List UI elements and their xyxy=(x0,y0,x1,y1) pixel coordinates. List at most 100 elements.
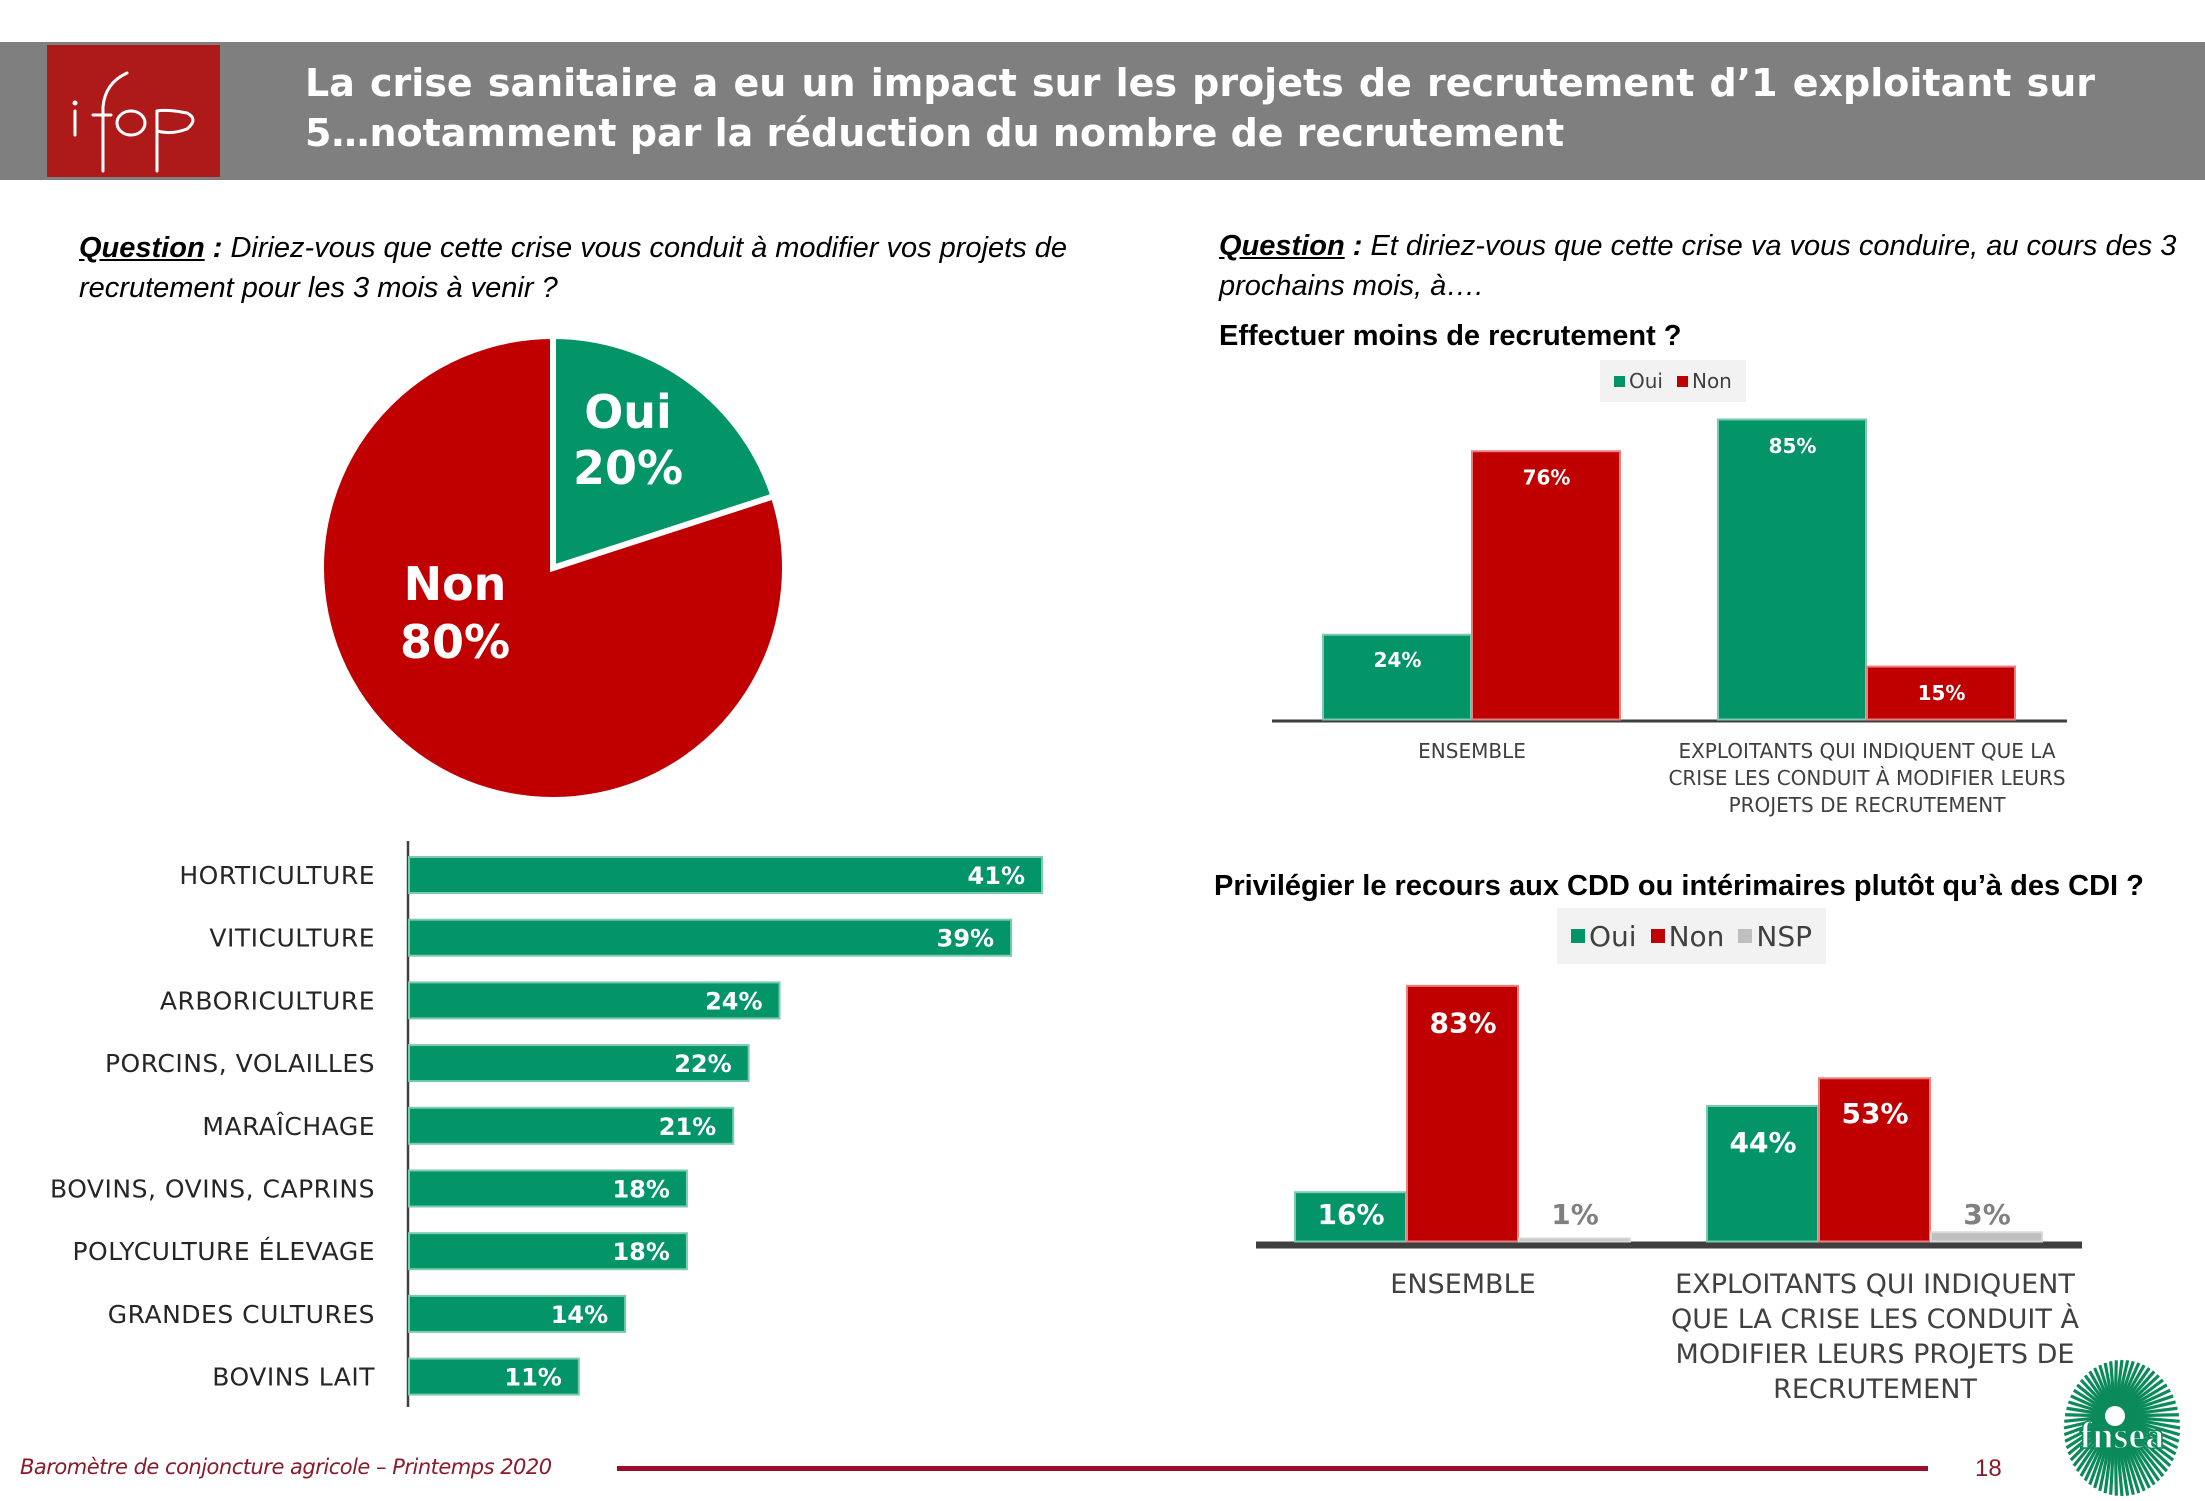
legend-swatch-nsp xyxy=(1738,929,1753,943)
hbar-value-label: 39% xyxy=(937,925,994,953)
hbar-category-label: VITICULTURE xyxy=(209,924,375,953)
vbar-value-label: 16% xyxy=(1317,1198,1384,1231)
legend-label: Non xyxy=(1691,369,1732,393)
question-label: Question xyxy=(1219,230,1345,262)
hbar-category-label: ARBORICULTURE xyxy=(160,986,375,1015)
footer-text: Baromètre de conjoncture agricole – Prin… xyxy=(20,1455,552,1479)
hbar-category-label: GRANDES CULTURES xyxy=(108,1300,375,1329)
page-title: La crise sanitaire a eu un impact sur le… xyxy=(305,61,2095,155)
sector-bar-chart: 41% HORTICULTURE 39% VITICULTURE 24% ARBORICU… xyxy=(50,841,1043,1407)
pie-slice-oui xyxy=(550,332,778,573)
vbar-bar-oui xyxy=(1294,1191,1407,1243)
vbar-category-label: PROJETS DE RECRUTEMENT xyxy=(1729,793,2007,817)
vbar-bar-nsp xyxy=(1518,1237,1631,1243)
legend-label: NSP xyxy=(1756,919,1813,953)
pie-label-non: Non xyxy=(404,557,507,611)
legend-swatch-non xyxy=(1650,929,1665,943)
hbar-bar xyxy=(408,918,1013,957)
hbar-bar xyxy=(408,1357,580,1396)
legend-item-nsp: NSP xyxy=(1738,920,1812,953)
hbar-value-label: 22% xyxy=(674,1050,731,1078)
legend-swatch-oui xyxy=(1614,375,1625,387)
vbar-value-label: 83% xyxy=(1429,1006,1496,1039)
vbar-value-label: 1% xyxy=(1551,1198,1599,1231)
legend-chart-cdd: Oui Non NSP xyxy=(1557,908,1827,964)
fnsea-logo: fnsea xyxy=(2060,1356,2184,1497)
hbar-category-label: POLYCULTURE ÉLEVAGE xyxy=(72,1237,375,1266)
vbar-value-label: 3% xyxy=(1963,1198,2011,1231)
vbar-bar-oui xyxy=(1717,418,1867,721)
hbar-value-label: 18% xyxy=(612,1238,669,1266)
question-colon: : xyxy=(1344,230,1363,262)
vbar-category-label: ENSEMBLE xyxy=(1390,1269,1535,1300)
legend-item-oui: Oui xyxy=(1571,920,1637,953)
ifop-logo xyxy=(47,45,220,177)
question-text: Diriez-vous que cette crise vous conduit… xyxy=(79,232,1068,304)
legend-item-oui: Oui xyxy=(1614,369,1663,393)
vbar-value-label: 44% xyxy=(1729,1126,1796,1159)
hbar-value-label: 21% xyxy=(659,1113,716,1141)
legend-label: Non xyxy=(1668,919,1725,953)
vbar-bar-non xyxy=(1471,450,1621,721)
vbar-category-label: EXPLOITANTS QUI INDIQUENT xyxy=(1675,1269,2075,1300)
header-band xyxy=(0,42,2205,180)
vbar-category-label: MODIFIER LEURS PROJETS DE xyxy=(1676,1339,2075,1370)
hbar-value-label: 41% xyxy=(968,862,1025,890)
hbar-category-label: MARAÎCHAGE xyxy=(202,1112,375,1141)
fnsea-logo-icon: fnsea xyxy=(2063,1359,2181,1497)
hbar-bar xyxy=(408,981,781,1020)
legend-swatch-non xyxy=(1676,375,1688,387)
legend-swatch-oui xyxy=(1571,929,1585,943)
page-number: 18 xyxy=(1975,1455,2002,1482)
question-right: Question : Et diriez-vous que cette cris… xyxy=(1219,226,2179,306)
vbar-value-label: 76% xyxy=(1523,466,1571,490)
hbar-value-label: 14% xyxy=(551,1301,608,1329)
vbar-bar-non xyxy=(1866,665,2016,721)
vbar-category-label: CRISE LES CONDUIT À MODIFIER LEURS xyxy=(1668,766,2065,790)
hbar-category-label: PORCINS, VOLAILLES xyxy=(105,1049,375,1078)
legend-item-non: Non xyxy=(1676,369,1732,393)
pie-value-oui: 20% xyxy=(573,441,683,495)
pie-slice-non xyxy=(318,332,788,803)
hbar-bar xyxy=(408,1044,750,1083)
vbar-value-label: 53% xyxy=(1841,1097,1908,1130)
hbar-bar xyxy=(408,856,1043,894)
vbar-category-label: ENSEMBLE xyxy=(1418,739,1526,763)
legend-label: Oui xyxy=(1629,369,1663,393)
question-left: Question : Diriez-vous que cette crise v… xyxy=(79,228,1119,308)
fewer-hires-bar-chart: 24% 76% ENSEMBLE 85% 15% EXPLOITANTS QUI INDI… xyxy=(1272,418,2067,817)
hbar-bar xyxy=(408,1294,627,1333)
hbar-category-label: BOVINS LAIT xyxy=(212,1363,375,1392)
subquestion-cdd-preference: Privilégier le recours aux CDD ou intéri… xyxy=(1214,870,2144,902)
hbar-category-label: HORTICULTURE xyxy=(179,861,375,890)
vbar-value-label: 15% xyxy=(1918,681,1966,705)
pie-value-non: 80% xyxy=(400,615,510,669)
subquestion-fewer-hires: Effectuer moins de recrutement ? xyxy=(1219,320,1682,352)
fnsea-sun-center xyxy=(2105,1406,2125,1426)
vbar-category-label: RECRUTEMENT xyxy=(1773,1374,1977,1405)
hbar-value-label: 18% xyxy=(612,1176,669,1204)
footer-divider xyxy=(617,1466,1928,1471)
legend-label: Oui xyxy=(1589,919,1637,953)
legend-item-non: Non xyxy=(1650,919,1725,953)
ifop-logo-icon xyxy=(72,71,195,173)
hbar-category-label: BOVINS, OVINS, CAPRINS xyxy=(50,1175,375,1204)
hbar-bar xyxy=(408,1232,688,1271)
vbar-category-label: EXPLOITANTS QUI INDIQUENT QUE LA xyxy=(1678,739,2055,763)
question-colon: : xyxy=(204,232,223,264)
vbar-bar-non xyxy=(1818,1077,1931,1243)
fnsea-wordmark: fnsea xyxy=(2080,1415,2164,1457)
question-label: Question xyxy=(79,232,205,264)
hbar-bar xyxy=(408,1169,688,1208)
hbar-value-label: 24% xyxy=(705,987,762,1015)
legend-chart-fewer-hires: Oui Non xyxy=(1600,360,1746,402)
vbar-bar-nsp xyxy=(1930,1231,2043,1243)
vbar-category-label: QUE LA CRISE LES CONDUIT À xyxy=(1671,1303,2079,1335)
hbar-bar xyxy=(408,1106,735,1145)
question-text: Et diriez-vous que cette crise va vous c… xyxy=(1219,230,2177,302)
vbar-value-label: 85% xyxy=(1769,434,1817,458)
hbar-value-label: 11% xyxy=(504,1364,561,1392)
vbar-bar-non xyxy=(1406,984,1519,1243)
